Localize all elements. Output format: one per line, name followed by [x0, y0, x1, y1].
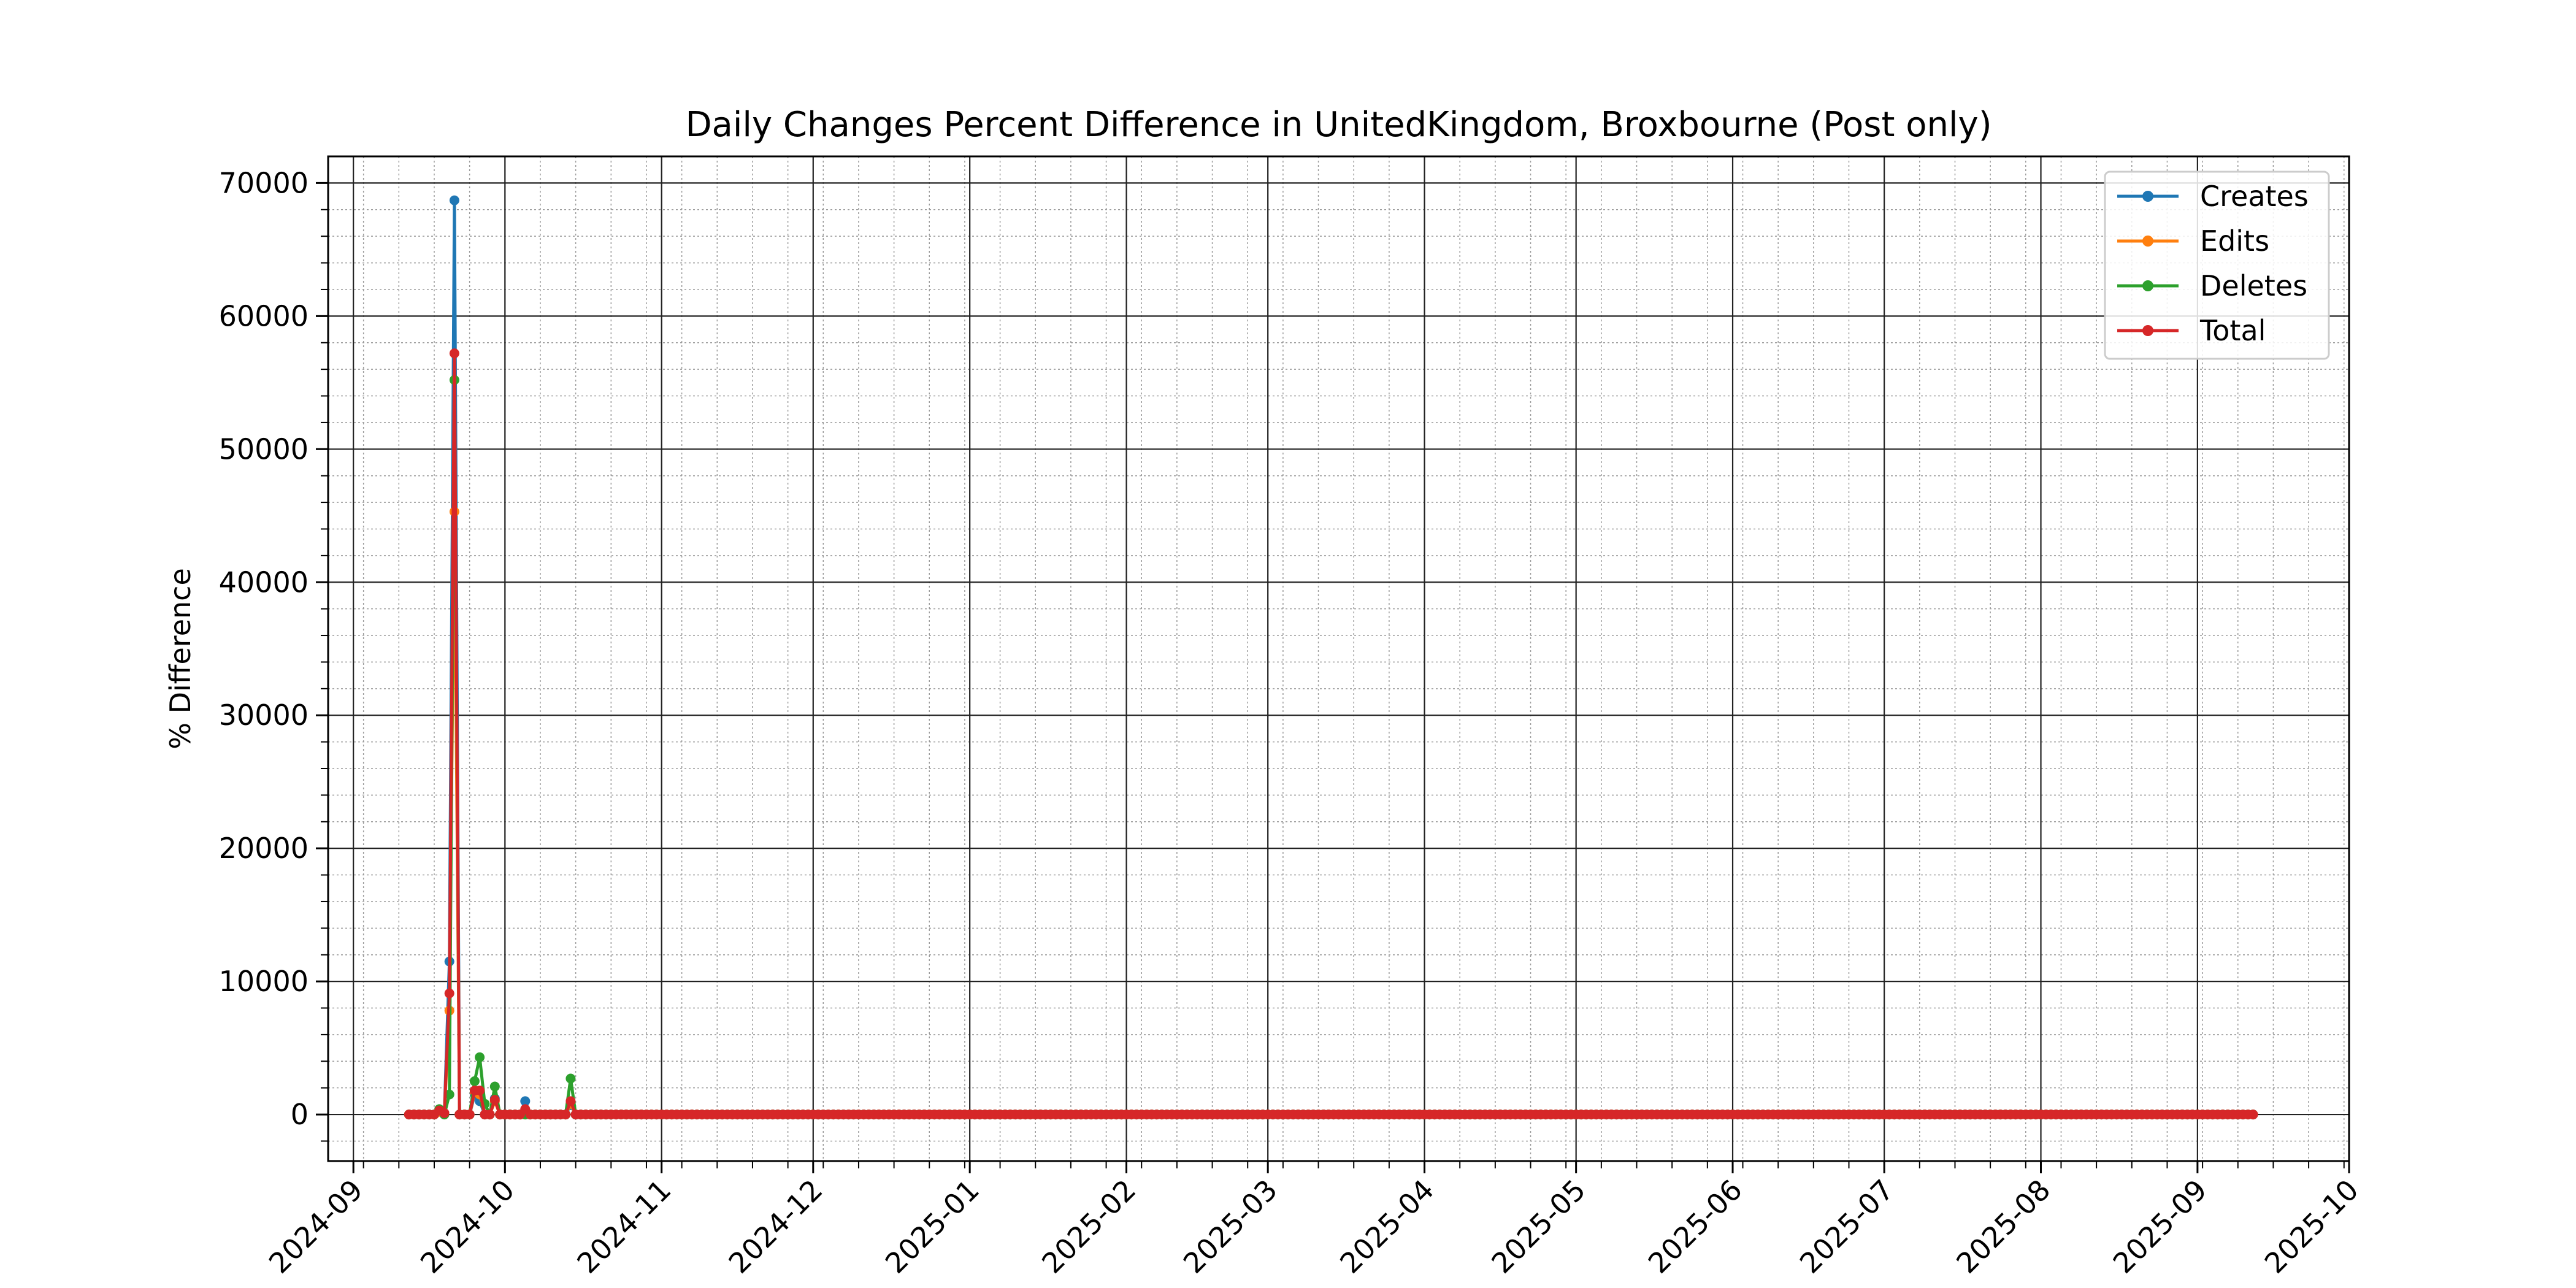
x-tick-label: 2025-10 — [2258, 1173, 2365, 1280]
data-point — [444, 1089, 454, 1100]
legend-swatch-marker — [2142, 280, 2153, 291]
data-point — [469, 1076, 480, 1086]
x-tick-label: 2025-05 — [1485, 1173, 1592, 1280]
series-layer — [404, 195, 2258, 1120]
legend-label-edits: Edits — [2200, 224, 2269, 258]
y-tick-label: 50000 — [219, 432, 309, 466]
x-tick-label: 2025-01 — [879, 1173, 986, 1280]
data-point — [489, 1095, 500, 1105]
legend-swatch-marker — [2142, 236, 2153, 247]
legend-label-creates: Creates — [2200, 180, 2309, 213]
data-point — [565, 1096, 576, 1106]
y-tick-label: 30000 — [219, 699, 309, 732]
series-line-edits — [408, 510, 2253, 1116]
data-point — [561, 1110, 571, 1120]
x-tick-label: 2025-04 — [1333, 1173, 1440, 1280]
legend-box — [2104, 171, 2330, 360]
minor-grid — [328, 156, 2349, 1161]
x-tick-label: 2024-11 — [570, 1173, 677, 1280]
series-total — [404, 348, 2258, 1120]
legend-label-total: Total — [2199, 314, 2266, 347]
legend-label-deletes: Deletes — [2200, 269, 2307, 302]
series-line-creates — [408, 199, 2253, 1116]
data-point — [489, 1081, 500, 1092]
x-tick-label: 2024-10 — [414, 1173, 521, 1280]
data-point — [449, 195, 459, 205]
data-point — [475, 1086, 485, 1095]
legend: Creates Edits Deletes Total — [2104, 171, 2330, 360]
legend-swatch-marker — [2142, 325, 2153, 336]
x-tick-label: 2024-12 — [722, 1173, 829, 1280]
y-tick-label: 20000 — [219, 832, 309, 865]
data-point — [485, 1110, 495, 1120]
x-tick-label: 2024-09 — [263, 1173, 369, 1280]
plot-frame — [327, 155, 2350, 1162]
legend-swatch-marker — [2142, 191, 2153, 202]
chart-title: Daily Changes Percent Difference in Unit… — [685, 105, 1991, 145]
y-axis-label: % Difference — [164, 568, 197, 749]
data-point — [565, 1073, 576, 1084]
y-tick-label: 60000 — [219, 299, 309, 332]
data-point — [449, 348, 459, 359]
y-tick-label: 40000 — [219, 565, 309, 599]
x-tick-label: 2025-08 — [1950, 1173, 2057, 1280]
x-tick-label: 2025-06 — [1642, 1173, 1749, 1280]
y-tick-label: 70000 — [219, 166, 309, 199]
series-line-deletes — [408, 378, 2253, 1116]
data-point — [464, 1110, 475, 1120]
x-tick-label: 2025-03 — [1177, 1173, 1284, 1280]
data-point — [475, 1052, 485, 1062]
data-point — [439, 1108, 450, 1118]
y-tick-label: 10000 — [219, 965, 309, 998]
x-tick-label: 2025-07 — [1793, 1173, 1900, 1280]
x-tick-label: 2025-02 — [1035, 1173, 1142, 1280]
series-line-total — [408, 351, 2253, 1116]
data-point — [444, 988, 454, 999]
data-point — [520, 1096, 531, 1106]
data-point — [2248, 1110, 2258, 1120]
major-grid — [328, 156, 2350, 1161]
y-tick-label: 0 — [291, 1098, 309, 1131]
x-tick-label: 2025-09 — [2107, 1173, 2214, 1280]
